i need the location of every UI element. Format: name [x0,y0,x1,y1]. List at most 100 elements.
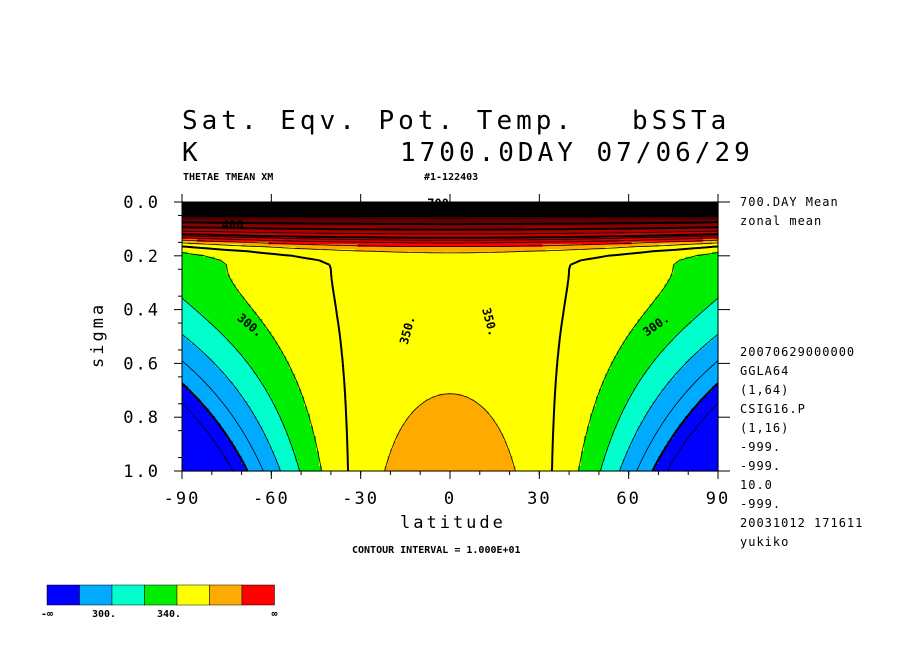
field-cell [217,261,222,265]
field-cell [351,251,356,255]
field-cell [310,204,314,208]
field-cell [545,264,549,268]
field-cell [607,202,612,206]
field-cell [238,224,243,228]
field-cell [283,251,287,255]
field-cell [515,249,520,253]
field-cell [327,256,332,260]
field-cell [330,241,335,245]
field-cell [265,202,269,206]
field-cell [342,229,347,233]
field-cell [667,241,671,245]
field-cell [595,224,600,228]
field-cell [435,239,439,243]
field-cell [479,244,484,248]
field-cell [330,259,335,263]
field-cell [390,204,395,208]
field-cell [512,224,517,228]
field-cell [304,261,308,265]
field-cell [307,266,311,270]
field-cell [196,229,201,233]
field-cell [527,204,531,208]
field-cell [330,216,335,221]
field-cell [548,234,552,238]
field-cell [467,234,472,238]
field-cell [405,216,409,221]
field-cell [345,251,350,255]
field-cell [283,261,287,265]
field-cell [488,269,493,273]
field-cell [452,206,457,211]
field-cell [259,224,263,228]
field-cell [569,211,573,216]
field-cell [429,239,433,243]
field-cell [515,202,520,206]
field-cell [697,259,701,263]
field-cell [518,254,523,258]
field-cell [607,261,612,265]
field-cell [321,256,326,260]
field-cell [408,251,412,255]
field-cell [414,219,418,223]
field-cell [530,256,534,260]
field-cell [271,244,275,248]
field-cell [679,211,683,216]
field-cell [387,231,392,235]
field-cell [423,206,427,211]
field-cell [545,202,549,206]
field-cell [488,249,493,253]
field-cell [250,246,255,250]
field-cell [193,216,198,221]
field-cell [351,254,356,258]
field-cell [706,204,710,208]
field-cell [536,241,540,245]
field-cell [238,236,243,240]
field-cell [232,224,237,228]
field-cell [604,202,609,206]
field-cell [685,264,689,268]
field-cell [390,269,395,273]
field-cell [506,234,511,238]
field-cell [485,251,490,255]
field-cell [444,266,448,270]
field-cell [560,239,564,243]
field-cell [673,236,677,240]
field-cell [274,216,278,221]
field-cell [491,256,496,260]
field-cell [277,216,281,221]
field-cell [223,216,228,221]
field-cell [223,261,228,265]
field-cell [277,269,281,273]
field-cell [542,246,546,250]
field-cell [223,254,228,258]
field-cell [366,269,371,273]
field-cell [232,209,237,213]
field-cell [464,211,469,216]
field-cell [628,236,633,240]
field-cell [637,229,642,233]
field-cell [232,202,237,206]
field-cell [461,204,466,208]
field-cell [560,266,564,270]
field-cell [444,211,448,216]
field-cell [420,226,424,230]
field-cell [253,269,258,273]
field-cell [470,211,475,216]
field-cell [533,266,537,270]
field-cell [184,261,189,265]
field-cell [182,216,186,221]
field-cell [533,246,537,250]
field-cell [351,216,356,221]
field-cell [229,236,234,240]
field-cell [292,241,296,245]
field-cell [634,256,639,260]
field-cell [560,256,564,260]
field-cell [533,219,537,223]
field-cell [554,254,558,258]
field-cell [560,209,564,213]
field-cell [232,229,237,233]
field-cell [220,269,225,273]
field-cell [458,226,463,230]
field-cell [426,229,430,233]
field-cell [321,216,326,221]
